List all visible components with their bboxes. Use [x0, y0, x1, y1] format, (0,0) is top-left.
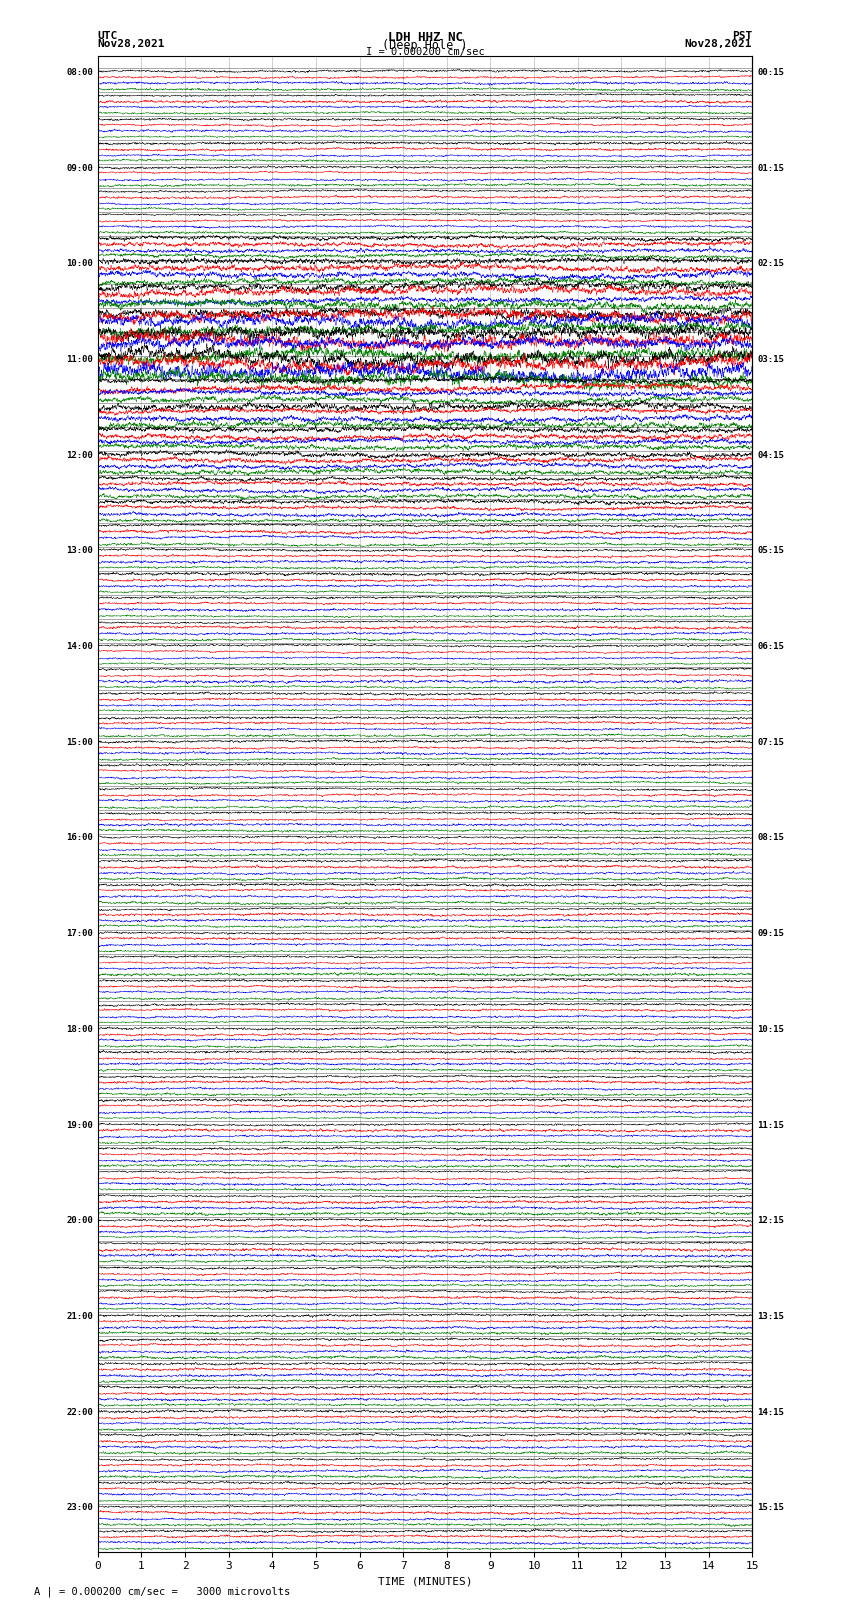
Text: Nov28,2021: Nov28,2021	[98, 39, 165, 48]
Text: A | = 0.000200 cm/sec =   3000 microvolts: A | = 0.000200 cm/sec = 3000 microvolts	[34, 1586, 290, 1597]
Text: (Deep Hole ): (Deep Hole )	[382, 39, 468, 52]
Text: LDH HHZ NC: LDH HHZ NC	[388, 31, 462, 44]
Text: Nov28,2021: Nov28,2021	[685, 39, 752, 48]
Text: UTC: UTC	[98, 31, 118, 40]
Text: I = 0.000200 cm/sec: I = 0.000200 cm/sec	[366, 47, 484, 56]
X-axis label: TIME (MINUTES): TIME (MINUTES)	[377, 1578, 473, 1587]
Text: PST: PST	[732, 31, 752, 40]
